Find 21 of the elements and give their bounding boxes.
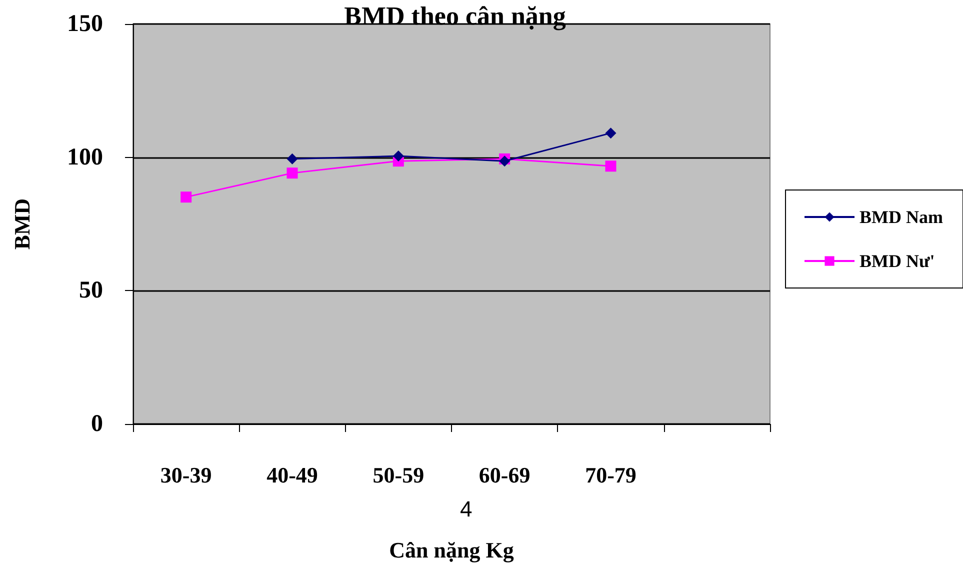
x-tick-label: 60-69	[478, 462, 530, 488]
text: 4	[460, 496, 472, 522]
point	[180, 192, 192, 203]
point	[499, 156, 510, 167]
y-tick-label: 150	[67, 11, 103, 37]
point	[286, 168, 298, 179]
point	[605, 128, 616, 139]
legend-label: BMD Nư'	[860, 251, 935, 271]
x-tick-label: 30-39	[160, 462, 212, 488]
legend-label: BMD Nam	[860, 207, 944, 227]
x-axis-title: Cân nặng Kg	[389, 538, 514, 562]
x-tick-label: 50-59	[372, 462, 424, 488]
x-tick-label: 40-49	[266, 462, 318, 488]
y-axis-title: BMD	[10, 198, 34, 250]
point	[392, 150, 404, 162]
y-tick-label: 50	[79, 278, 103, 304]
point	[286, 153, 298, 164]
x-tick-label: 70-79	[585, 462, 636, 488]
y-tick-label: 100	[67, 144, 103, 170]
point	[605, 160, 616, 172]
y-tick-label: 0	[91, 411, 103, 437]
